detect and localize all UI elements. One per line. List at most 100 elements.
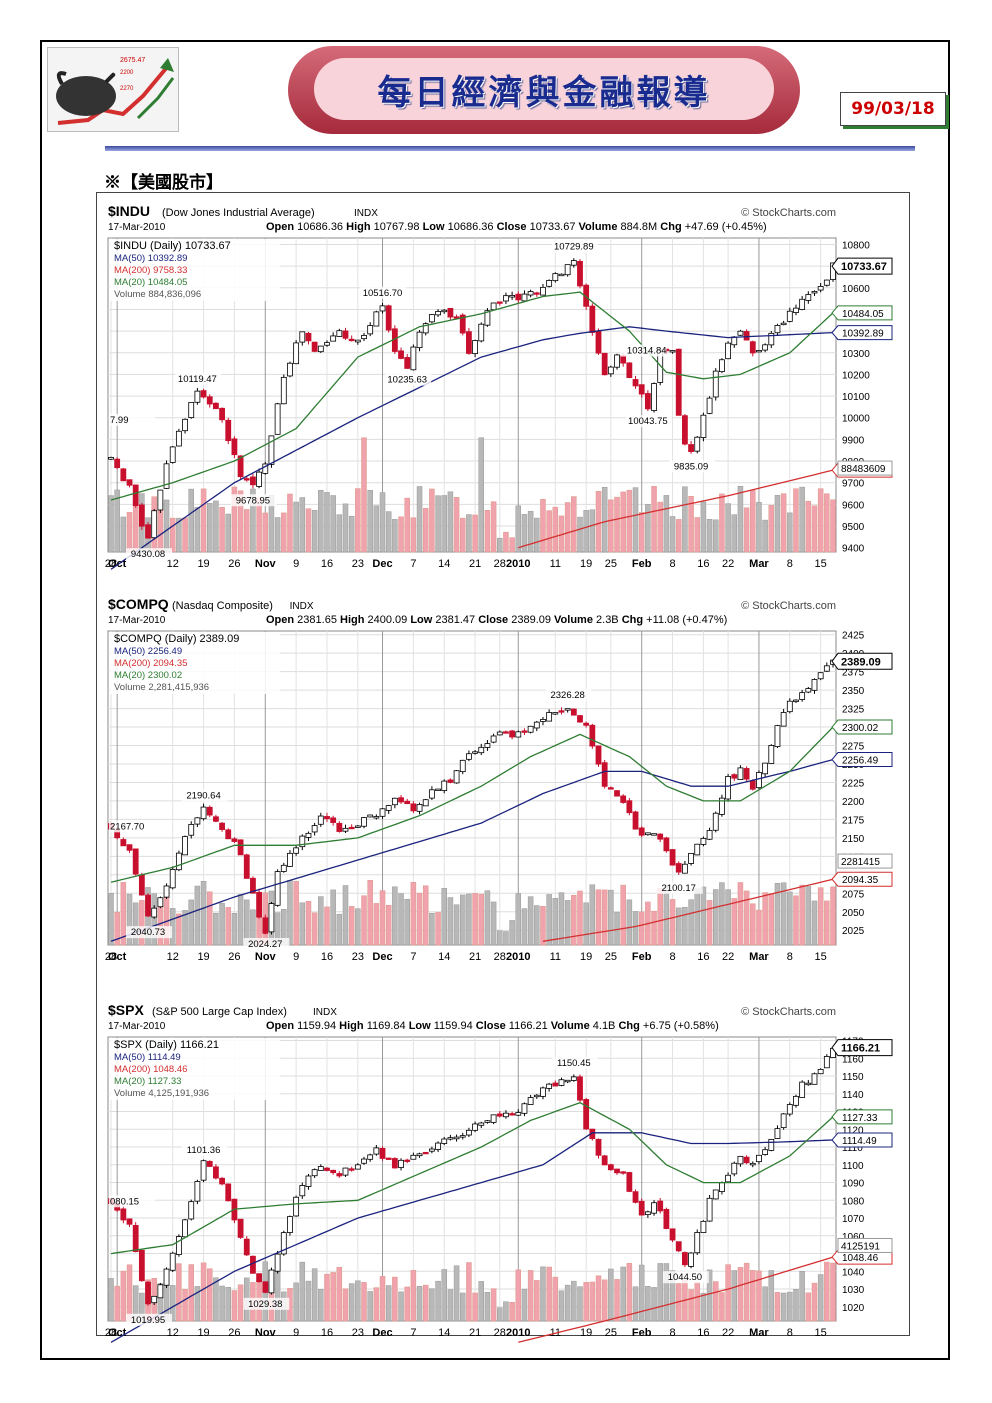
volume-bar — [244, 509, 250, 553]
candle-up — [651, 833, 657, 836]
volume-bar — [237, 894, 244, 946]
legend-entry: MA(50) 10392.89 — [114, 253, 187, 264]
price-annotation: 7.99 — [110, 415, 129, 426]
volume-bar — [466, 514, 472, 553]
candle-up — [466, 1129, 472, 1136]
candle-down — [638, 384, 645, 395]
candle-down — [404, 800, 411, 805]
x-tick-label: 8 — [669, 558, 675, 570]
volume-bar — [719, 882, 725, 946]
candle-up — [311, 1169, 318, 1177]
x-tick-label: 16 — [321, 951, 333, 963]
volume-bar — [787, 1291, 793, 1322]
candle-down — [237, 839, 244, 856]
volume-bar — [515, 1269, 522, 1322]
candle-down — [749, 341, 756, 354]
volume-bar — [429, 1288, 435, 1322]
volume-bar — [453, 497, 460, 553]
y-tick-label: 9700 — [842, 479, 865, 490]
candle-up — [361, 817, 367, 827]
volume-bar — [472, 514, 478, 553]
volume-bar — [367, 879, 373, 946]
candle-down — [237, 1218, 244, 1238]
logo-price-3: 2270 — [120, 86, 134, 92]
x-tick-label: 12 — [167, 951, 179, 963]
candle-up — [793, 1095, 799, 1106]
volume-bar — [552, 506, 559, 553]
annotation-bg — [620, 344, 667, 357]
candle-up — [435, 788, 441, 791]
candle-up — [737, 1155, 744, 1165]
x-tick-label: 7 — [410, 1327, 416, 1339]
candle-up — [293, 1196, 300, 1217]
volume-bar — [132, 902, 139, 946]
candle-up — [644, 832, 651, 836]
volume-bar — [571, 496, 577, 553]
volume-bar — [682, 907, 688, 946]
x-tick-label: 11 — [550, 951, 561, 963]
candle-up — [719, 1182, 725, 1192]
x-tick-label: Feb — [632, 1327, 652, 1339]
candle-up — [293, 342, 300, 365]
y-tick-label: 1110 — [842, 1143, 863, 1154]
volume-bar — [540, 906, 546, 946]
volume-bar — [762, 519, 768, 553]
y-tick-label: 1100 — [842, 1161, 864, 1172]
candle-down — [638, 827, 645, 836]
legend-entry: MA(200) 2094.35 — [114, 658, 187, 669]
volume-bar — [534, 1280, 540, 1322]
volume-bar — [620, 491, 626, 553]
x-tick-label: 28 — [494, 1327, 506, 1339]
candle-down — [324, 816, 330, 820]
x-tick-label: 11 — [550, 558, 561, 570]
price-annotation: 2167.70 — [110, 821, 144, 832]
candle-down — [614, 790, 620, 797]
candle-up — [749, 1162, 756, 1166]
candle-up — [422, 799, 429, 807]
logo-trend-line — [57, 64, 170, 125]
volume-bar — [299, 902, 306, 946]
candle-up — [441, 309, 448, 313]
candle-up — [725, 1174, 731, 1183]
volume-bar — [188, 488, 194, 553]
candle-down — [138, 874, 145, 896]
volume-bar — [231, 1290, 238, 1322]
volume-bar — [416, 892, 423, 946]
price-annotation: 10235.63 — [387, 375, 427, 386]
volume-bar — [632, 487, 639, 553]
price-annotation: 10119.47 — [178, 374, 217, 385]
candle-up — [336, 330, 343, 337]
volume-bar — [608, 1268, 614, 1322]
candle-up — [799, 298, 806, 310]
volume-bar — [750, 490, 756, 553]
candle-up — [521, 293, 528, 302]
candle-down — [620, 795, 627, 803]
close-value-tag — [831, 652, 893, 670]
volume-bar — [404, 1286, 410, 1322]
volume-bar — [811, 1282, 818, 1322]
volume-bar — [651, 910, 657, 946]
volume-bar — [392, 886, 398, 946]
volume-bar — [355, 908, 361, 946]
candle-up — [373, 1147, 380, 1155]
volume-bar — [564, 1284, 571, 1322]
volume-bar — [706, 900, 713, 946]
candle-up — [175, 430, 182, 447]
candle-down — [404, 357, 411, 369]
volume-bar — [669, 1270, 676, 1322]
x-tick-label: Mar — [749, 951, 769, 963]
candle-down — [644, 393, 651, 410]
legend-entry: MA(20) 2300.02 — [114, 670, 182, 681]
legend-box — [110, 632, 280, 694]
candle-up — [780, 322, 787, 326]
candle-up — [367, 325, 374, 335]
legend-entry: MA(20) 1127.33 — [114, 1076, 181, 1087]
volume-bar — [367, 1291, 373, 1322]
volume-bar — [194, 885, 201, 946]
candle-up — [805, 294, 812, 301]
volume-bar — [632, 911, 639, 946]
candle-down — [225, 1183, 232, 1202]
volume-bar — [558, 892, 565, 946]
volume-bar — [151, 893, 157, 946]
x-tick-label: 28 — [105, 951, 117, 963]
